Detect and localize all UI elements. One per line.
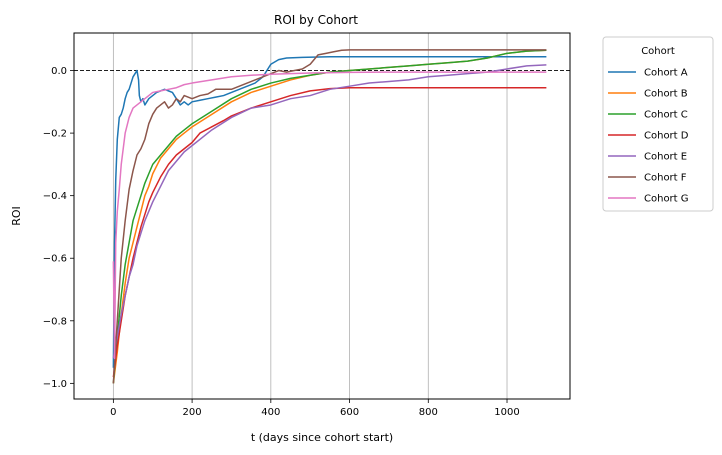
legend-items: Cohort A Cohort B Cohort C Cohort D Cohort E…: [608, 68, 689, 205]
y-axis-label: ROI: [10, 206, 23, 226]
legend-label: Cohort E: [644, 152, 687, 163]
legend-label: Cohort D: [644, 131, 689, 142]
chart-title: ROI by Cohort: [274, 13, 358, 27]
grid-layer: [112, 33, 508, 399]
x-axis-ticks: 0 200 400 600 800 1000: [110, 399, 520, 418]
y-tick-label: −0.8: [43, 316, 67, 327]
legend-box: [602, 36, 714, 212]
plot-frame: [73, 32, 571, 400]
x-tick-label: 800: [419, 407, 438, 418]
series-line-cohort-d: [112, 86, 547, 378]
legend-label: Cohort G: [644, 194, 689, 205]
series-line-cohort-c: [112, 49, 547, 384]
legend-label: Cohort B: [644, 89, 688, 100]
legend-title: Cohort: [641, 46, 675, 57]
legend-label: Cohort A: [644, 68, 688, 79]
x-tick-label: 1000: [494, 407, 519, 418]
y-tick-label: −1.0: [43, 379, 67, 390]
legend-label: Cohort F: [644, 173, 687, 184]
x-tick-label: 400: [261, 407, 280, 418]
legend-label: Cohort C: [644, 110, 688, 121]
x-tick-label: 0: [110, 407, 116, 418]
x-tick-label: 200: [183, 407, 202, 418]
y-tick-label: −0.4: [43, 191, 67, 202]
y-tick-label: −0.6: [43, 254, 67, 265]
series-line-cohort-f: [112, 49, 547, 384]
x-axis-label: t (days since cohort start): [251, 431, 393, 444]
y-axis-ticks: −1.0 −0.8 −0.6 −0.4 −0.2 0.0: [43, 66, 74, 390]
y-tick-label: −0.2: [43, 129, 67, 140]
x-tick-label: 600: [340, 407, 359, 418]
series-line-cohort-g: [112, 71, 547, 360]
series-layer: [112, 49, 547, 384]
y-tick-label: 0.0: [51, 66, 67, 77]
series-line-cohort-e: [112, 64, 547, 359]
